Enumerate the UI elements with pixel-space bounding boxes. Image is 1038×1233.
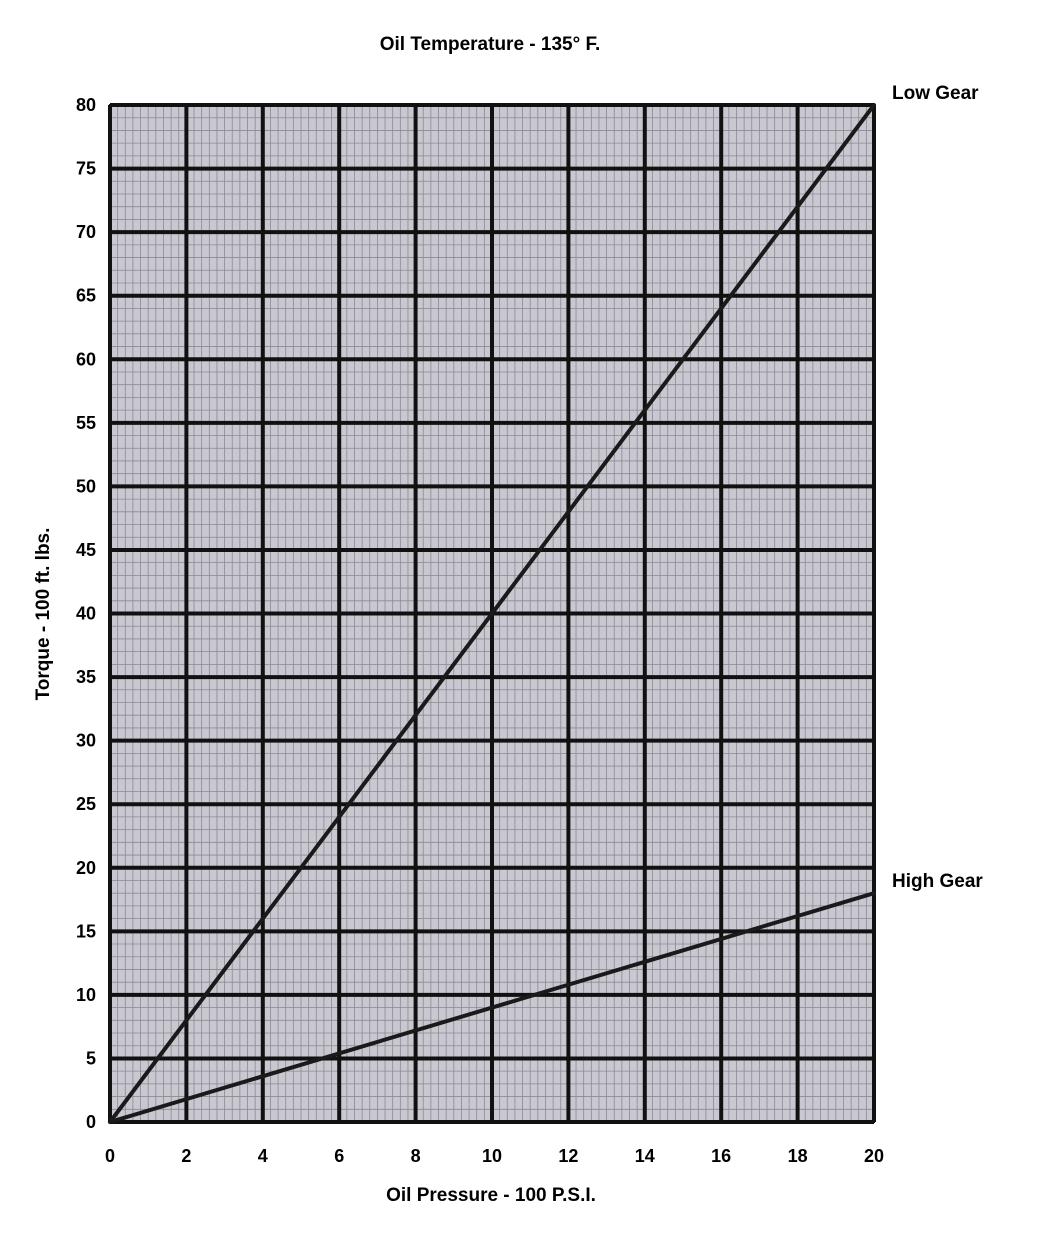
x-tick-label: 16 (711, 1146, 731, 1166)
y-tick-label: 65 (76, 286, 96, 306)
y-tick-label: 75 (76, 159, 96, 179)
y-tick-label: 25 (76, 794, 96, 814)
x-tick-label: 20 (864, 1146, 884, 1166)
y-tick-label: 70 (76, 222, 96, 242)
y-tick-label: 45 (76, 540, 96, 560)
series-label-0: Low Gear (892, 83, 979, 104)
series-layer (108, 103, 876, 1124)
series-line-1 (108, 891, 876, 1124)
y-tick-label: 60 (76, 349, 96, 369)
x-tick-label: 10 (482, 1146, 502, 1166)
y-tick-label: 50 (76, 476, 96, 496)
x-tick-labels: 0 2 4 6 8 10 12 14 16 18 20 (105, 1146, 884, 1166)
series-line-0 (108, 103, 876, 1124)
y-tick-labels: 0 5 10 15 20 25 30 35 40 45 50 55 60 65 70 75 80 (76, 95, 96, 1132)
y-tick-label: 40 (76, 604, 96, 624)
x-tick-label: 6 (334, 1146, 344, 1166)
x-tick-label: 14 (635, 1146, 655, 1166)
y-tick-label: 35 (76, 667, 96, 687)
x-tick-label: 4 (258, 1146, 268, 1166)
y-tick-label: 55 (76, 413, 96, 433)
chart-title: Oil Temperature - 135° F. (380, 34, 601, 55)
y-tick-label: 80 (76, 95, 96, 115)
x-tick-label: 2 (181, 1146, 191, 1166)
x-tick-label: 18 (788, 1146, 808, 1166)
series-labels: Low Gear High Gear (892, 83, 983, 892)
x-tick-label: 12 (558, 1146, 578, 1166)
x-axis-title: Oil Pressure - 100 P.S.I. (386, 1185, 596, 1206)
x-tick-label: 8 (411, 1146, 421, 1166)
x-tick-label: 0 (105, 1146, 115, 1166)
y-tick-label: 30 (76, 731, 96, 751)
series-label-1: High Gear (892, 871, 983, 892)
y-tick-label: 15 (76, 921, 96, 941)
y-tick-label: 0 (86, 1112, 96, 1132)
y-tick-label: 5 (86, 1048, 96, 1068)
y-axis-title: Torque - 100 ft. lbs. (33, 528, 54, 701)
y-tick-label: 20 (76, 858, 96, 878)
y-tick-label: 10 (76, 985, 96, 1005)
